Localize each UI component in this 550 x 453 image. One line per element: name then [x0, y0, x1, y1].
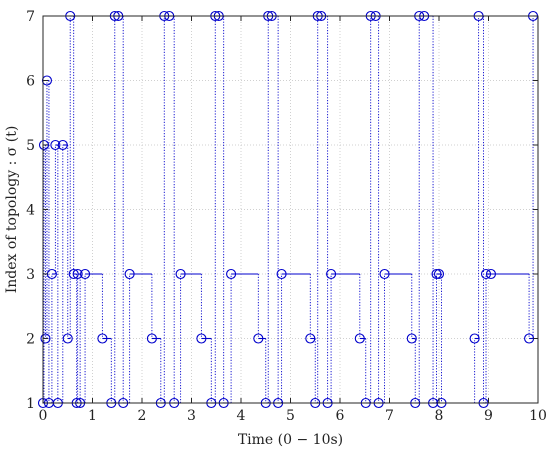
- data-point: [480, 268, 492, 280]
- data-point: [469, 333, 480, 344]
- y-tick-labels: 1 2 3 4 5 6 7: [26, 9, 35, 412]
- data-point: [226, 268, 237, 280]
- data-point: [97, 333, 108, 344]
- ticks: [42, 15, 539, 404]
- data-point: [433, 268, 445, 280]
- data-point: [196, 333, 207, 344]
- y-tick-label: 7: [26, 9, 35, 25]
- data-point: [253, 333, 264, 344]
- data-point: [38, 139, 50, 151]
- data-point: [146, 333, 157, 344]
- data-point: [72, 268, 83, 280]
- x-tick-labels: 0 1 2 3 4 5 6 7 8 9 10: [39, 408, 547, 424]
- x-tick-label: 5: [286, 408, 295, 424]
- data-point: [62, 333, 73, 344]
- y-tick-label: 2: [26, 332, 35, 348]
- data-point: [485, 268, 497, 280]
- x-tick-label: 8: [435, 408, 444, 424]
- y-tick-label: 3: [26, 267, 35, 283]
- y-tick-label: 4: [26, 203, 35, 219]
- grid: [42, 15, 539, 404]
- data-point: [68, 268, 79, 280]
- data-point: [326, 268, 337, 280]
- y-tick-label: 1: [26, 396, 35, 412]
- data-point: [431, 268, 442, 280]
- y-tick-label: 6: [26, 74, 35, 90]
- x-tick-label: 7: [385, 408, 394, 424]
- data-point: [40, 333, 51, 344]
- x-tick-label: 6: [336, 408, 345, 424]
- x-tick-label: 2: [138, 408, 147, 424]
- data-point: [276, 268, 287, 280]
- data-point: [305, 333, 316, 344]
- x-tick-label: 1: [88, 408, 97, 424]
- data-point: [50, 139, 61, 151]
- data-point: [124, 268, 135, 280]
- x-tick-label: 10: [529, 408, 547, 424]
- x-tick-label: 0: [39, 408, 48, 424]
- data-point: [41, 75, 53, 86]
- data-point: [406, 333, 417, 344]
- data-point: [354, 333, 365, 344]
- data-point: [80, 268, 91, 280]
- x-tick-label: 4: [237, 408, 246, 424]
- data-point: [57, 139, 68, 151]
- x-tick-label: 3: [187, 408, 196, 424]
- y-tick-label: 5: [26, 138, 35, 154]
- x-tick-label: 9: [484, 408, 493, 424]
- data-point: [379, 268, 390, 280]
- data-point: [175, 268, 186, 280]
- x-axis-label: Time (0 − 10s): [238, 432, 343, 448]
- y-axis-label: Index of topology : σ (t): [4, 126, 20, 294]
- series-layer: [37, 10, 539, 409]
